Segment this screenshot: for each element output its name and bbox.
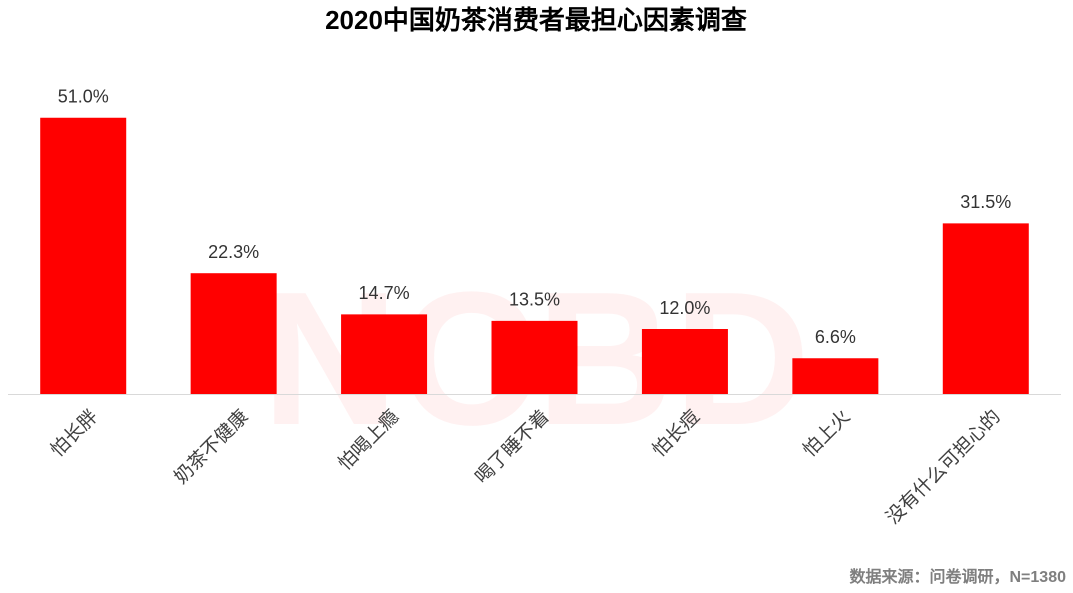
bar: [641, 329, 728, 394]
data-label: 51.0%: [58, 87, 109, 107]
x-tick-label: 奶茶不健康: [170, 406, 253, 489]
data-label: 13.5%: [509, 290, 560, 310]
bar: [190, 273, 277, 394]
x-tick-label: 怕长胖: [46, 406, 102, 462]
bar: [942, 223, 1029, 394]
data-label: 14.7%: [359, 283, 410, 303]
data-label: 12.0%: [659, 298, 710, 318]
source-note: 数据来源：问卷调研，N=1380: [850, 567, 1067, 586]
bar: [40, 117, 127, 394]
x-tick-label: 没有什么可担心的: [882, 406, 1005, 529]
data-label: 22.3%: [208, 242, 259, 262]
chart-title: 2020中国奶茶消费者最担心因素调查: [325, 5, 747, 35]
bar: [491, 320, 578, 394]
data-label: 6.6%: [815, 327, 856, 347]
bar: [792, 358, 879, 394]
bar: [341, 314, 428, 394]
data-label: 31.5%: [960, 192, 1011, 212]
